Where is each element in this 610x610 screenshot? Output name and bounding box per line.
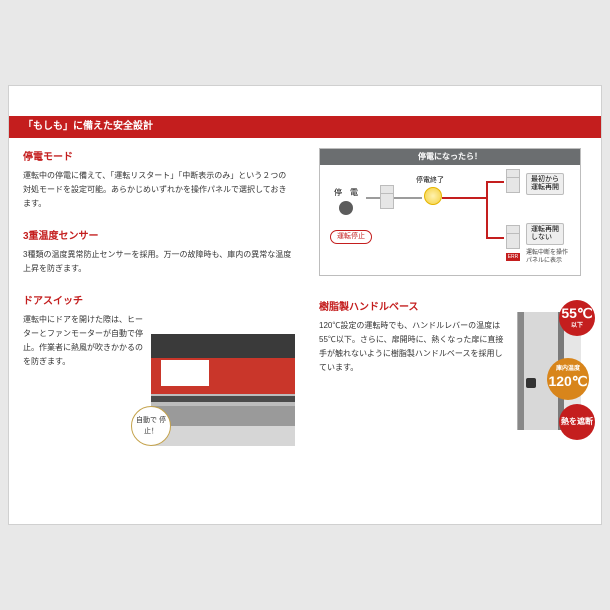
- diagram-line-bottom: [486, 237, 504, 239]
- diagram-caption: 運転中断を操作 パネルに表示: [526, 249, 568, 265]
- section-title: ドアスイッチ: [23, 292, 143, 307]
- diagram-node-blackout: 停 電: [334, 187, 358, 215]
- section-body: 運転中にドアを開けた際は、ヒーターとファンモーターが自動で停止。作業者に熱風が吹…: [23, 313, 143, 369]
- auto-stop-badge: 自動で 停止！: [131, 406, 171, 446]
- callout-heat-block: 熱を遮断: [559, 404, 595, 440]
- diagram-choice-top: 最初から 運転再開: [526, 173, 564, 195]
- choice-label: 運転再開 しない: [526, 223, 564, 245]
- diagram-line-split: [442, 197, 488, 199]
- badge-text: 自動で 停止！: [136, 417, 166, 435]
- fridge-icon: [380, 185, 394, 209]
- blackout-circle-icon: [339, 201, 353, 215]
- section-triple-sensor: 3重温度センサー 3種類の温度異常防止センサーを採用。万一の故障時も、庫内の異常…: [23, 227, 293, 276]
- diagram-err-badge: ERR: [506, 253, 520, 261]
- diagram-fridge-top: [506, 169, 520, 193]
- diagram-fridge-bottom: [506, 225, 520, 249]
- diagram-stop-button: 運転停止: [330, 225, 372, 244]
- choice-label: 最初から 運転再開: [526, 173, 564, 195]
- diagram-line: [366, 197, 380, 199]
- section-blackout-mode: 停電モード 運転中の停電に備えて、「運転リスタート」「中断表示のみ」という２つの…: [23, 148, 293, 211]
- node-label: 停 電: [334, 188, 358, 197]
- callout-sub: 以下: [559, 320, 595, 332]
- photo-panel: [161, 360, 209, 386]
- door-switch-photo: 自動で 停止！: [151, 334, 295, 446]
- callout-text: 熱を遮断: [561, 417, 593, 426]
- diagram-title: 停電になったら！: [320, 149, 580, 165]
- header-title: 「もしも」に備えた安全設計: [23, 121, 153, 132]
- section-title: 停電モード: [23, 148, 293, 163]
- callout-num: 120℃: [547, 374, 589, 388]
- lightbulb-icon: [424, 187, 442, 205]
- diagram-line-top: [486, 181, 504, 183]
- right-column: 停電になったら！ 停 電 運転停止 停電終了: [319, 148, 581, 391]
- fridge-icon: [506, 225, 520, 249]
- diagram-node-resume: 停電終了: [424, 179, 442, 205]
- fridge-icon: [506, 169, 520, 193]
- stop-label: 運転停止: [330, 230, 372, 244]
- section-handle-base: 樹脂製ハンドルベース 120℃設定の運転時でも、ハンドルレバーの温度は55℃以下…: [319, 298, 581, 375]
- header-bar: 「もしも」に備えた安全設計: [9, 116, 601, 138]
- callout-120c: 庫内温度 120℃: [547, 358, 589, 400]
- diagram-choice-bottom: 運転再開 しない: [526, 223, 564, 245]
- section-title: 3重温度センサー: [23, 227, 293, 242]
- diagram-fridge-1: [380, 185, 394, 209]
- diagram-line: [394, 197, 422, 199]
- section-door-switch: ドアスイッチ 運転中にドアを開けた際は、ヒーターとファンモーターが自動で停止。作…: [23, 292, 143, 369]
- callout-55c: 55℃ 以下: [559, 300, 595, 336]
- section-body: 120℃設定の運転時でも、ハンドルレバーの温度は55℃以下。さらに、扉開時に、熱…: [319, 319, 509, 375]
- photo-line: [151, 396, 295, 402]
- product-card: 「もしも」に備えた安全設計 停電モード 運転中の停電に備えて、「運転リスタート」…: [8, 85, 602, 525]
- blackout-diagram: 停電になったら！ 停 電 運転停止 停電終了: [319, 148, 581, 276]
- section-body: 運転中の停電に備えて、「運転リスタート」「中断表示のみ」という２つの対処モードを…: [23, 169, 293, 211]
- handle-photo: 55℃ 以下 庫内温度 120℃ 熱を遮断: [517, 312, 581, 430]
- diagram-line-vertical: [486, 181, 488, 239]
- content-area: 停電モード 運転中の停電に備えて、「運転リスタート」「中断表示のみ」という２つの…: [23, 148, 587, 510]
- section-body: 3種類の温度異常防止センサーを採用。万一の故障時も、庫内の異常な温度上昇を防ぎま…: [23, 248, 293, 276]
- handle-knob: [526, 378, 536, 388]
- section-title: 樹脂製ハンドルベース: [319, 298, 581, 313]
- callout-num: 55℃: [559, 306, 595, 320]
- node-label: 停電終了: [416, 175, 444, 185]
